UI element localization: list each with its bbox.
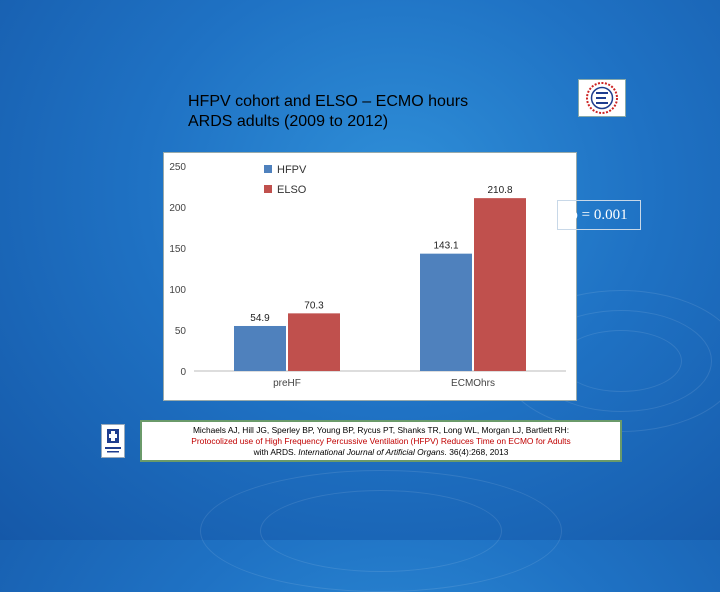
- reference-citation: 36(4):268, 2013: [449, 447, 509, 457]
- y-tick-label: 150: [169, 244, 186, 255]
- background-ripple: [260, 490, 502, 572]
- y-tick-label: 200: [169, 203, 186, 214]
- x-tick-label: ECMOhrs: [451, 378, 495, 389]
- elso-logo: [578, 79, 626, 117]
- bar-chart: 0 50 100 150 200 250 54.9 70.3 preHF 143.1 210.8 EC…: [169, 162, 566, 389]
- bar-elso-prehf: [288, 313, 340, 371]
- institution-logo-graphic: [105, 429, 121, 453]
- reference-authors: Michaels AJ, Hill JG, Sperley BP, Young …: [192, 425, 570, 435]
- legend-label-elso: ELSO: [277, 184, 307, 196]
- reference-title-part: Protocolized use of High Frequency Percu…: [191, 436, 439, 446]
- legend-swatch-elso: [264, 185, 272, 193]
- reference-with: with ARDS.: [253, 447, 296, 457]
- slide-title-line-1: HFPV cohort and ELSO – ECMO hours: [188, 93, 469, 110]
- reference-journal-line: with ARDS. International Journal of Arti…: [142, 447, 620, 458]
- bar-hfpv-prehf: [234, 325, 286, 371]
- institution-logo: [101, 424, 125, 458]
- reference-title-rest: Reduces Time on ECMO for Adults: [440, 436, 571, 446]
- data-label: 210.8: [487, 185, 512, 196]
- bar-hfpv-ecmohrs: [420, 253, 472, 371]
- y-tick-label: 0: [180, 367, 186, 378]
- legend-label-hfpv: HFPV: [277, 164, 307, 176]
- y-tick-label: 50: [175, 326, 187, 337]
- data-label: 70.3: [304, 300, 324, 311]
- reference-box: Michaels AJ, Hill JG, Sperley BP, Young …: [140, 420, 622, 462]
- y-tick-label: 250: [169, 162, 186, 173]
- slide-title: HFPV cohort and ELSO – ECMO hours ARDS a…: [188, 92, 568, 132]
- reference-journal: International Journal of Artificial Orga…: [298, 447, 447, 457]
- elso-logo-graphic: [586, 82, 618, 114]
- data-label: 54.9: [250, 313, 270, 324]
- x-tick-label: preHF: [273, 378, 301, 389]
- y-tick-label: 100: [169, 285, 186, 296]
- reference-title-line: Protocolized use of High Frequency Percu…: [142, 436, 620, 447]
- data-label: 143.1: [433, 241, 458, 252]
- slide-title-line-2: ARDS adults (2009 to 2012): [188, 113, 389, 130]
- legend-swatch-hfpv: [264, 165, 272, 173]
- p-value-label: p = 0.001: [557, 200, 641, 230]
- bar-elso-ecmohrs: [474, 198, 526, 371]
- chart-frame: 0 50 100 150 200 250 54.9 70.3 preHF 143.1 210.8 EC…: [163, 152, 577, 401]
